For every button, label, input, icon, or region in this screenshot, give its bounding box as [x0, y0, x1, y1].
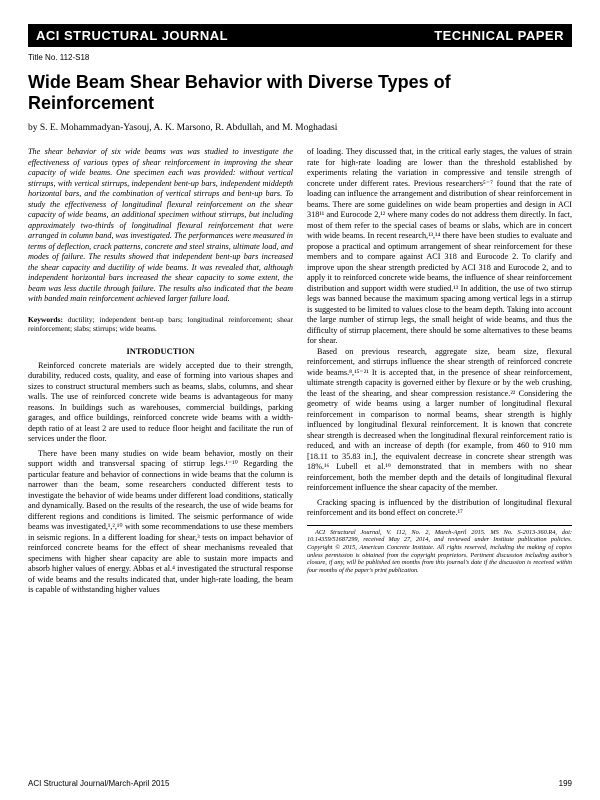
keywords-label: Keywords:	[28, 315, 63, 324]
paragraph: Reinforced concrete materials are widely…	[28, 361, 293, 445]
section-heading-introduction: INTRODUCTION	[28, 346, 293, 357]
paper-type: TECHNICAL PAPER	[434, 28, 564, 43]
abstract-text: The shear behavior of six wide beams was…	[28, 147, 293, 305]
journal-name: ACI STRUCTURAL JOURNAL	[36, 28, 228, 43]
authors-line: by S. E. Mohammadyan-Yasouj, A. K. Marso…	[28, 123, 572, 133]
right-column: of loading. They discussed that, in the …	[307, 147, 572, 600]
left-column: The shear behavior of six wide beams was…	[28, 147, 293, 600]
paragraph: There have been many studies on wide bea…	[28, 449, 293, 596]
keywords-line: Keywords: ductility; independent bent-up…	[28, 315, 293, 334]
paragraph: Based on previous research, aggregate si…	[307, 347, 572, 494]
footnote-box: ACI Structural Journal, V. 112, No. 2, M…	[307, 525, 572, 574]
page-footer: ACI Structural Journal/March-April 2015 …	[28, 779, 572, 788]
paragraph: Cracking spacing is influenced by the di…	[307, 498, 572, 519]
footer-journal-issue: ACI Structural Journal/March-April 2015	[28, 779, 169, 788]
title-number: Title No. 112-S18	[28, 53, 572, 62]
page-number: 199	[559, 779, 572, 788]
paragraph: of loading. They discussed that, in the …	[307, 147, 572, 347]
page-title: Wide Beam Shear Behavior with Diverse Ty…	[28, 72, 572, 113]
two-column-body: The shear behavior of six wide beams was…	[28, 147, 572, 600]
keywords-text: ductility; independent bent-up bars; lon…	[28, 315, 293, 334]
header-bar: ACI STRUCTURAL JOURNAL TECHNICAL PAPER	[28, 24, 572, 47]
